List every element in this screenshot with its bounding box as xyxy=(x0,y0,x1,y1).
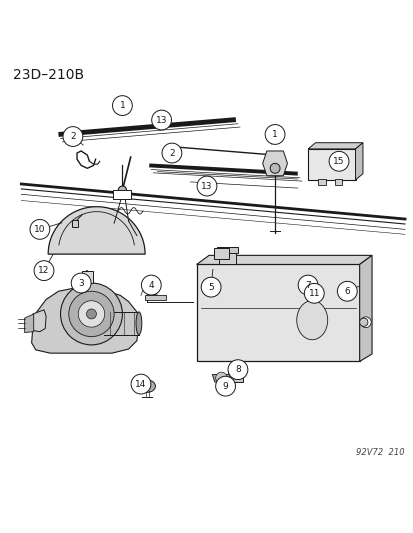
Circle shape xyxy=(201,277,221,297)
Circle shape xyxy=(30,220,50,239)
Circle shape xyxy=(71,273,91,293)
Bar xyxy=(82,271,93,283)
Text: 5: 5 xyxy=(208,282,214,292)
Circle shape xyxy=(118,186,126,195)
Text: 6: 6 xyxy=(344,287,349,296)
Bar xyxy=(214,248,228,260)
Circle shape xyxy=(131,374,150,394)
Text: 14: 14 xyxy=(135,379,146,389)
Text: 4: 4 xyxy=(148,280,154,289)
Circle shape xyxy=(112,96,132,116)
Bar xyxy=(318,179,325,185)
Text: 7: 7 xyxy=(304,280,310,289)
Bar xyxy=(334,179,342,185)
Circle shape xyxy=(34,261,54,280)
Bar xyxy=(228,368,243,382)
Circle shape xyxy=(328,151,348,171)
Circle shape xyxy=(78,301,104,327)
Circle shape xyxy=(197,176,216,196)
Text: 3: 3 xyxy=(78,279,84,287)
Bar xyxy=(219,252,235,264)
Bar xyxy=(104,312,139,335)
Circle shape xyxy=(304,284,323,303)
Ellipse shape xyxy=(296,301,327,340)
Bar xyxy=(113,190,131,199)
Bar xyxy=(217,247,237,253)
Polygon shape xyxy=(307,143,362,149)
Circle shape xyxy=(161,143,181,163)
Text: 12: 12 xyxy=(38,266,50,275)
Text: 9: 9 xyxy=(222,382,228,391)
Circle shape xyxy=(360,317,370,328)
Text: 11: 11 xyxy=(308,289,319,298)
Polygon shape xyxy=(24,314,33,333)
Circle shape xyxy=(150,279,160,289)
Text: 1: 1 xyxy=(119,101,125,110)
Text: 13: 13 xyxy=(201,182,212,190)
Circle shape xyxy=(215,376,235,396)
Circle shape xyxy=(151,110,171,130)
Polygon shape xyxy=(33,310,46,332)
Text: 13: 13 xyxy=(155,116,167,125)
Text: 92V72  210: 92V72 210 xyxy=(355,448,404,457)
Circle shape xyxy=(269,163,279,173)
Circle shape xyxy=(215,372,227,384)
Circle shape xyxy=(297,275,317,295)
Circle shape xyxy=(228,360,247,379)
Text: 15: 15 xyxy=(332,157,344,166)
Polygon shape xyxy=(359,255,371,361)
Bar xyxy=(71,220,78,227)
Circle shape xyxy=(337,281,356,301)
Polygon shape xyxy=(196,255,371,264)
FancyBboxPatch shape xyxy=(307,149,355,180)
Text: 23D–210B: 23D–210B xyxy=(13,68,84,83)
Polygon shape xyxy=(262,151,287,176)
Text: 1: 1 xyxy=(272,130,277,139)
Polygon shape xyxy=(48,207,145,254)
Circle shape xyxy=(141,275,161,295)
Circle shape xyxy=(86,309,96,319)
Bar xyxy=(145,295,165,300)
Circle shape xyxy=(63,127,83,147)
Polygon shape xyxy=(31,287,139,353)
Ellipse shape xyxy=(136,312,142,335)
Circle shape xyxy=(359,318,367,326)
Polygon shape xyxy=(355,143,362,180)
Circle shape xyxy=(69,291,114,337)
Text: 8: 8 xyxy=(235,365,240,374)
Text: 2: 2 xyxy=(169,149,174,158)
Circle shape xyxy=(60,283,122,345)
Ellipse shape xyxy=(139,380,155,392)
Circle shape xyxy=(265,125,284,144)
Text: 2: 2 xyxy=(70,132,76,141)
Text: 10: 10 xyxy=(34,225,45,234)
Polygon shape xyxy=(212,375,230,382)
FancyBboxPatch shape xyxy=(196,264,359,361)
